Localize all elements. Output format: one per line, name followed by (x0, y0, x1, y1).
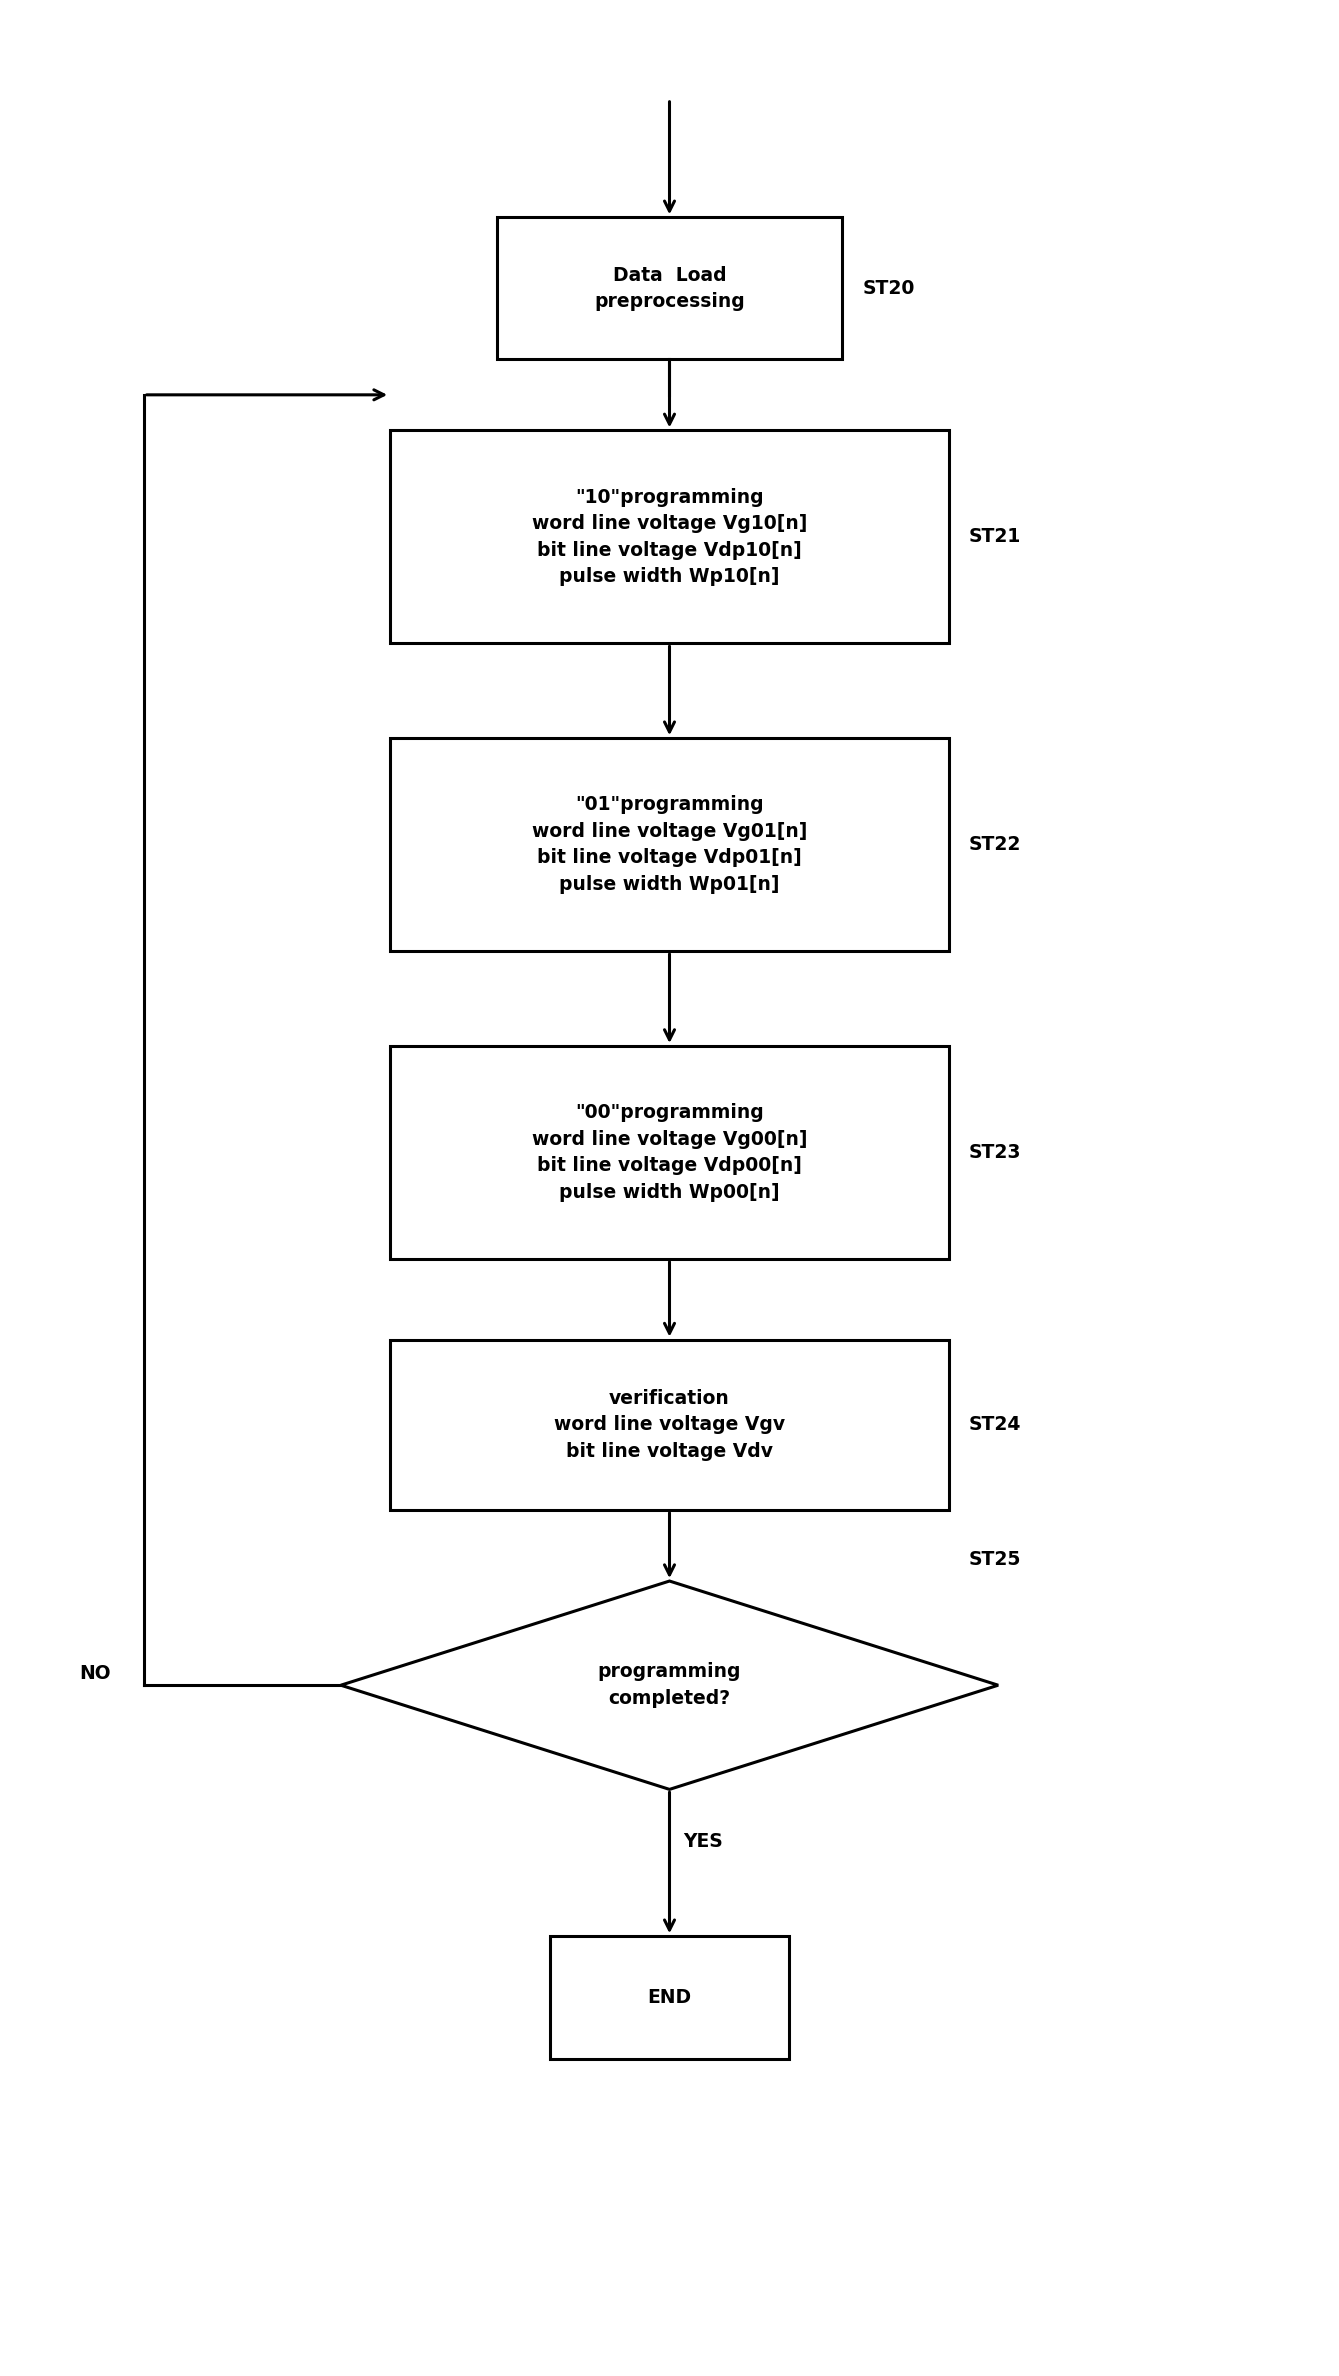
Text: YES: YES (683, 1832, 723, 1851)
Text: ST23: ST23 (969, 1143, 1022, 1162)
Text: ST20: ST20 (862, 278, 915, 297)
Text: ST22: ST22 (969, 836, 1022, 855)
FancyBboxPatch shape (550, 1936, 789, 2060)
Text: verification
word line voltage Vgv
bit line voltage Vdv: verification word line voltage Vgv bit l… (554, 1388, 785, 1461)
Text: ST24: ST24 (969, 1416, 1022, 1435)
FancyBboxPatch shape (390, 430, 949, 644)
Text: NO: NO (79, 1663, 111, 1682)
FancyBboxPatch shape (390, 739, 949, 950)
Polygon shape (341, 1580, 998, 1789)
Text: ST21: ST21 (969, 527, 1022, 546)
Text: ST25: ST25 (969, 1549, 1022, 1568)
Text: END: END (648, 1989, 691, 2008)
FancyBboxPatch shape (390, 1340, 949, 1511)
Text: Data  Load
preprocessing: Data Load preprocessing (595, 266, 744, 311)
Text: "01"programming
word line voltage Vg01[n]
bit line voltage Vdp01[n]
pulse width : "01"programming word line voltage Vg01[n… (532, 796, 807, 893)
FancyBboxPatch shape (497, 216, 842, 359)
FancyBboxPatch shape (390, 1045, 949, 1259)
Text: programming
completed?: programming completed? (597, 1663, 742, 1708)
Text: "00"programming
word line voltage Vg00[n]
bit line voltage Vdp00[n]
pulse width : "00"programming word line voltage Vg00[n… (532, 1102, 807, 1202)
Text: "10"programming
word line voltage Vg10[n]
bit line voltage Vdp10[n]
pulse width : "10"programming word line voltage Vg10[n… (532, 487, 807, 587)
